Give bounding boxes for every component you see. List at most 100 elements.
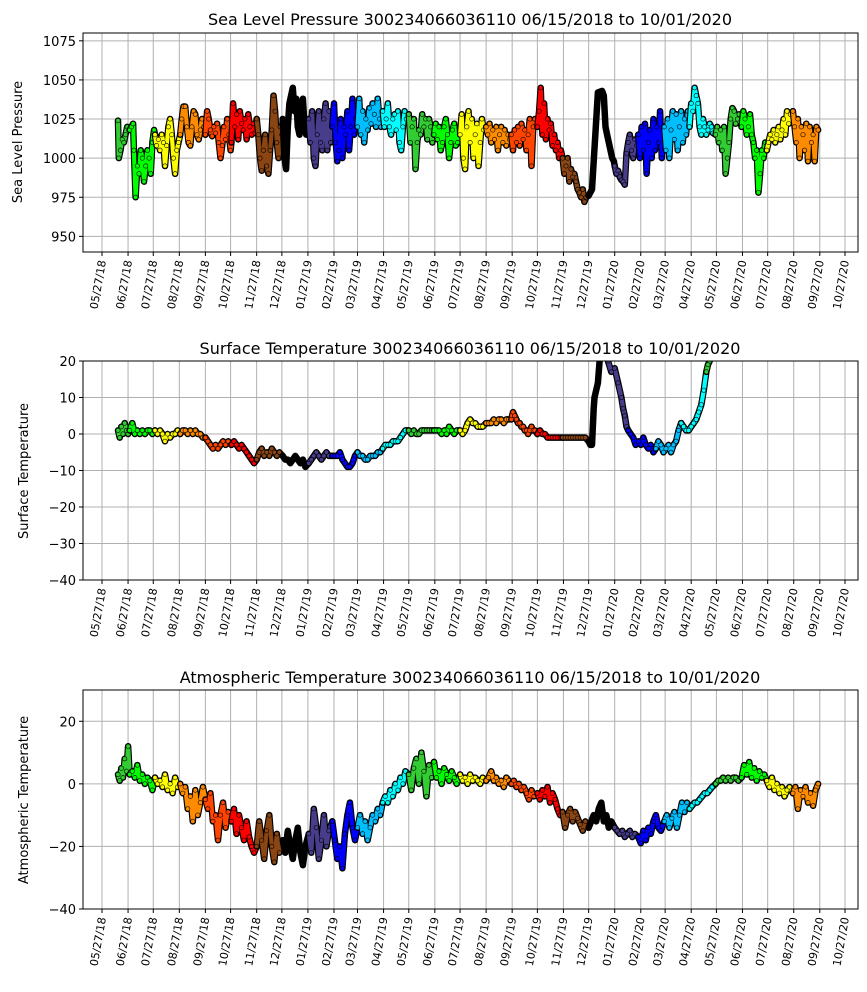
data-point xyxy=(360,108,366,114)
series-dec-2018 xyxy=(253,445,286,463)
data-point xyxy=(132,775,138,781)
data-point xyxy=(548,121,554,127)
series-line xyxy=(306,806,335,862)
series-line xyxy=(662,109,692,161)
data-point xyxy=(118,765,124,771)
data-point xyxy=(792,784,798,790)
data-point xyxy=(627,828,633,834)
series-nov-2019 xyxy=(534,783,566,819)
data-point xyxy=(666,825,672,831)
data-point xyxy=(152,775,158,781)
data-point xyxy=(640,435,646,441)
data-point xyxy=(127,427,133,433)
data-point xyxy=(765,140,771,146)
data-point xyxy=(416,781,422,787)
data-point xyxy=(225,809,231,815)
data-point xyxy=(218,812,224,818)
data-point xyxy=(795,806,801,812)
data-point xyxy=(334,453,340,459)
data-point xyxy=(339,457,345,463)
data-point xyxy=(465,108,471,114)
data-point xyxy=(207,127,213,133)
data-point xyxy=(314,132,320,138)
data-point xyxy=(367,825,373,831)
data-point xyxy=(689,803,695,809)
data-point xyxy=(402,108,408,114)
x-tick-label: 10/27/19 xyxy=(523,259,544,310)
data-point xyxy=(628,147,634,153)
data-point xyxy=(790,790,796,796)
data-point xyxy=(302,843,308,849)
data-point xyxy=(182,784,188,790)
data-point xyxy=(572,809,578,815)
series-nov-2018 xyxy=(228,805,260,856)
data-point xyxy=(400,781,406,787)
data-point xyxy=(341,124,347,130)
data-point xyxy=(644,171,650,177)
x-tick-label: 10/27/18 xyxy=(216,916,237,967)
data-point xyxy=(589,442,595,448)
data-point xyxy=(239,442,245,448)
data-point xyxy=(354,124,360,130)
data-point xyxy=(436,124,442,130)
series-line xyxy=(790,109,821,164)
data-point xyxy=(172,775,178,781)
series-line xyxy=(509,116,540,169)
data-point xyxy=(645,825,651,831)
data-point xyxy=(501,784,507,790)
data-point xyxy=(565,155,571,161)
data-point xyxy=(604,132,610,138)
data-point xyxy=(259,837,265,843)
x-tick-label: 02/27/20 xyxy=(626,916,647,967)
data-point xyxy=(477,140,483,146)
series-jun-2019 xyxy=(405,111,438,173)
x-tick-label: 03/27/19 xyxy=(343,259,364,310)
data-point xyxy=(654,124,660,130)
data-point xyxy=(676,812,682,818)
data-point xyxy=(444,431,450,437)
series-aug-2019 xyxy=(456,771,490,788)
series-mar-2020 xyxy=(634,811,668,847)
data-point xyxy=(719,147,725,153)
data-point xyxy=(285,457,291,463)
data-point xyxy=(668,127,674,133)
data-point xyxy=(306,116,312,122)
series-jun-2019 xyxy=(405,427,438,438)
y-tick-label: −40 xyxy=(49,574,76,589)
data-point xyxy=(655,140,661,146)
data-point xyxy=(127,771,133,777)
data-point xyxy=(202,796,208,802)
data-point xyxy=(213,130,219,136)
data-point xyxy=(195,812,201,818)
x-tick-label: 02/27/20 xyxy=(626,587,647,638)
x-tick-label: 10/27/18 xyxy=(216,259,237,310)
data-point xyxy=(351,132,357,138)
data-point xyxy=(635,132,641,138)
data-point xyxy=(565,812,571,818)
data-point xyxy=(249,843,255,849)
data-point xyxy=(213,812,219,818)
data-point xyxy=(790,108,796,114)
x-tick-label: 09/27/20 xyxy=(805,259,826,310)
data-point xyxy=(125,743,131,749)
data-point xyxy=(784,108,790,114)
series-line xyxy=(458,109,489,172)
data-point xyxy=(498,124,504,130)
data-point xyxy=(246,453,252,459)
data-point xyxy=(297,850,303,856)
data-point xyxy=(549,143,555,149)
data-point xyxy=(449,427,455,433)
data-point xyxy=(571,171,577,177)
data-point xyxy=(797,155,803,161)
data-point xyxy=(419,111,425,117)
data-point xyxy=(510,147,516,153)
data-point xyxy=(627,132,633,138)
data-point xyxy=(657,108,663,114)
data-point xyxy=(707,361,713,364)
data-point xyxy=(398,147,404,153)
data-point xyxy=(648,442,654,448)
x-tick-label: 03/27/20 xyxy=(651,259,672,310)
data-point xyxy=(162,438,168,444)
data-point xyxy=(347,464,353,470)
y-tick-label: −40 xyxy=(49,903,76,918)
